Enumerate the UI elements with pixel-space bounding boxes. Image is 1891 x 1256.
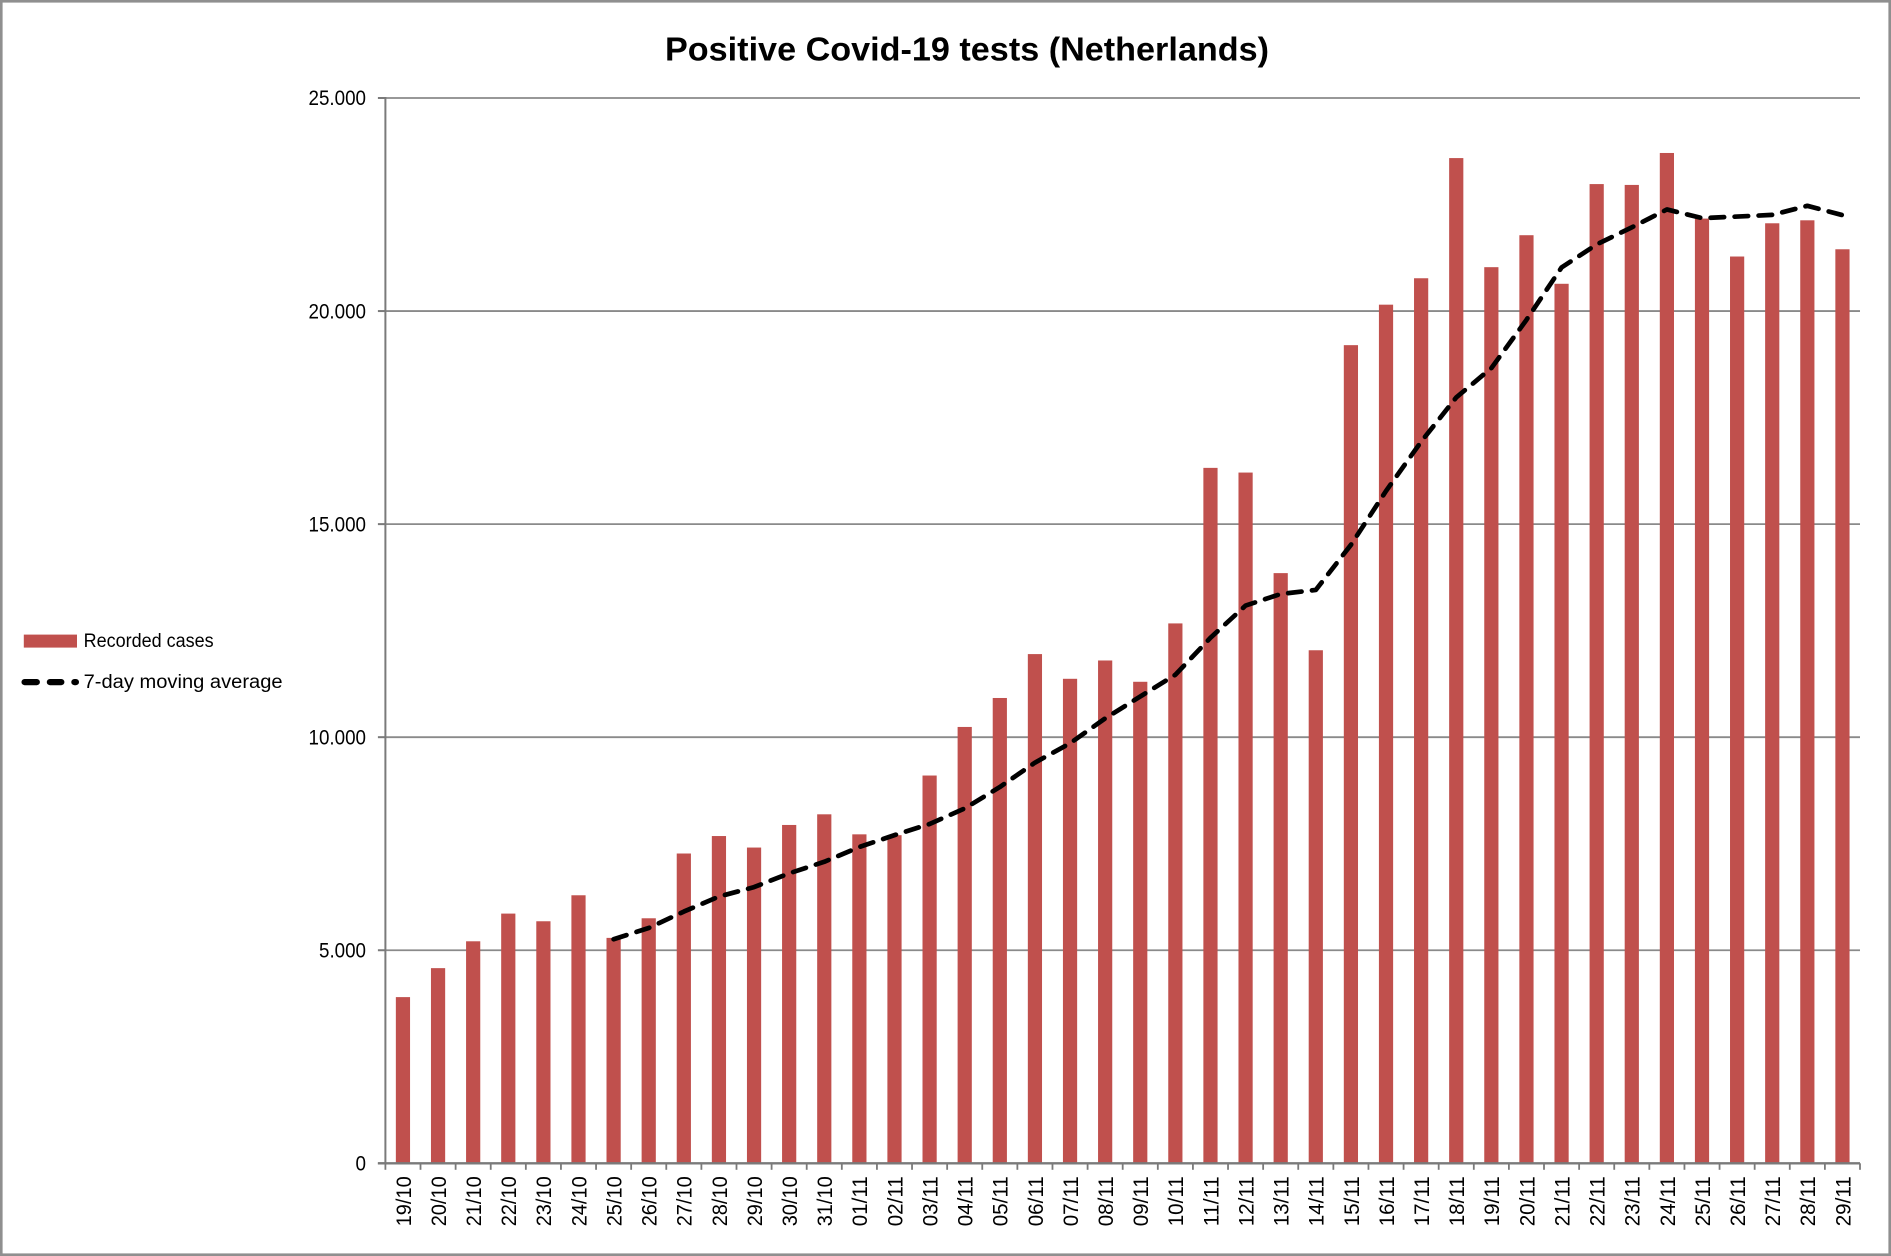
svg-text:20/10: 20/10 (427, 1176, 451, 1226)
svg-text:10.000: 10.000 (309, 725, 367, 749)
svg-text:06/11: 06/11 (1024, 1176, 1048, 1226)
svg-text:09/11: 09/11 (1129, 1176, 1153, 1226)
svg-text:08/11: 08/11 (1094, 1176, 1118, 1226)
svg-text:05/11: 05/11 (989, 1176, 1013, 1226)
svg-text:28/11: 28/11 (1796, 1176, 1820, 1226)
svg-text:21/11: 21/11 (1550, 1176, 1574, 1226)
svg-text:04/11: 04/11 (954, 1176, 978, 1226)
svg-text:22/10: 22/10 (497, 1176, 521, 1226)
svg-text:25.000: 25.000 (309, 86, 367, 110)
svg-text:23/10: 23/10 (532, 1176, 556, 1226)
svg-text:27/10: 27/10 (673, 1176, 697, 1226)
svg-text:7-day moving average: 7-day moving average (84, 672, 283, 693)
svg-text:14/11: 14/11 (1305, 1176, 1329, 1226)
svg-text:22/11: 22/11 (1586, 1176, 1610, 1226)
svg-text:20.000: 20.000 (309, 299, 367, 323)
svg-text:28/10: 28/10 (708, 1176, 732, 1226)
svg-text:0: 0 (356, 1152, 367, 1176)
svg-text:31/10: 31/10 (813, 1176, 837, 1226)
svg-text:13/11: 13/11 (1270, 1176, 1294, 1226)
svg-text:25/10: 25/10 (602, 1176, 626, 1226)
svg-text:12/11: 12/11 (1234, 1176, 1258, 1226)
svg-text:02/11: 02/11 (883, 1176, 907, 1226)
svg-text:18/11: 18/11 (1445, 1176, 1469, 1226)
svg-text:Recorded cases: Recorded cases (84, 631, 214, 652)
svg-text:23/11: 23/11 (1621, 1176, 1645, 1226)
svg-text:24/11: 24/11 (1656, 1176, 1680, 1226)
svg-text:5.000: 5.000 (319, 938, 366, 962)
svg-text:19/11: 19/11 (1480, 1176, 1504, 1226)
svg-text:15/11: 15/11 (1340, 1176, 1364, 1226)
svg-text:25/11: 25/11 (1691, 1176, 1715, 1226)
svg-text:20/11: 20/11 (1515, 1176, 1539, 1226)
svg-text:24/10: 24/10 (567, 1176, 591, 1226)
svg-text:15.000: 15.000 (309, 512, 367, 536)
svg-text:17/11: 17/11 (1410, 1176, 1434, 1226)
svg-text:21/10: 21/10 (462, 1176, 486, 1226)
svg-text:03/11: 03/11 (918, 1176, 942, 1226)
svg-text:16/11: 16/11 (1375, 1176, 1399, 1226)
svg-text:11/11: 11/11 (1199, 1176, 1223, 1226)
svg-text:07/11: 07/11 (1059, 1176, 1083, 1226)
svg-text:29/11: 29/11 (1831, 1176, 1855, 1226)
svg-text:26/11: 26/11 (1726, 1176, 1750, 1226)
svg-text:19/10: 19/10 (392, 1176, 416, 1226)
svg-text:10/11: 10/11 (1164, 1176, 1188, 1226)
svg-text:29/10: 29/10 (743, 1176, 767, 1226)
svg-text:30/10: 30/10 (778, 1176, 802, 1226)
svg-text:01/11: 01/11 (848, 1176, 872, 1226)
svg-text:26/10: 26/10 (638, 1176, 662, 1226)
svg-text:27/11: 27/11 (1761, 1176, 1785, 1226)
svg-text:Positive Covid-19 tests (Nethe: Positive Covid-19 tests (Netherlands) (665, 31, 1269, 68)
